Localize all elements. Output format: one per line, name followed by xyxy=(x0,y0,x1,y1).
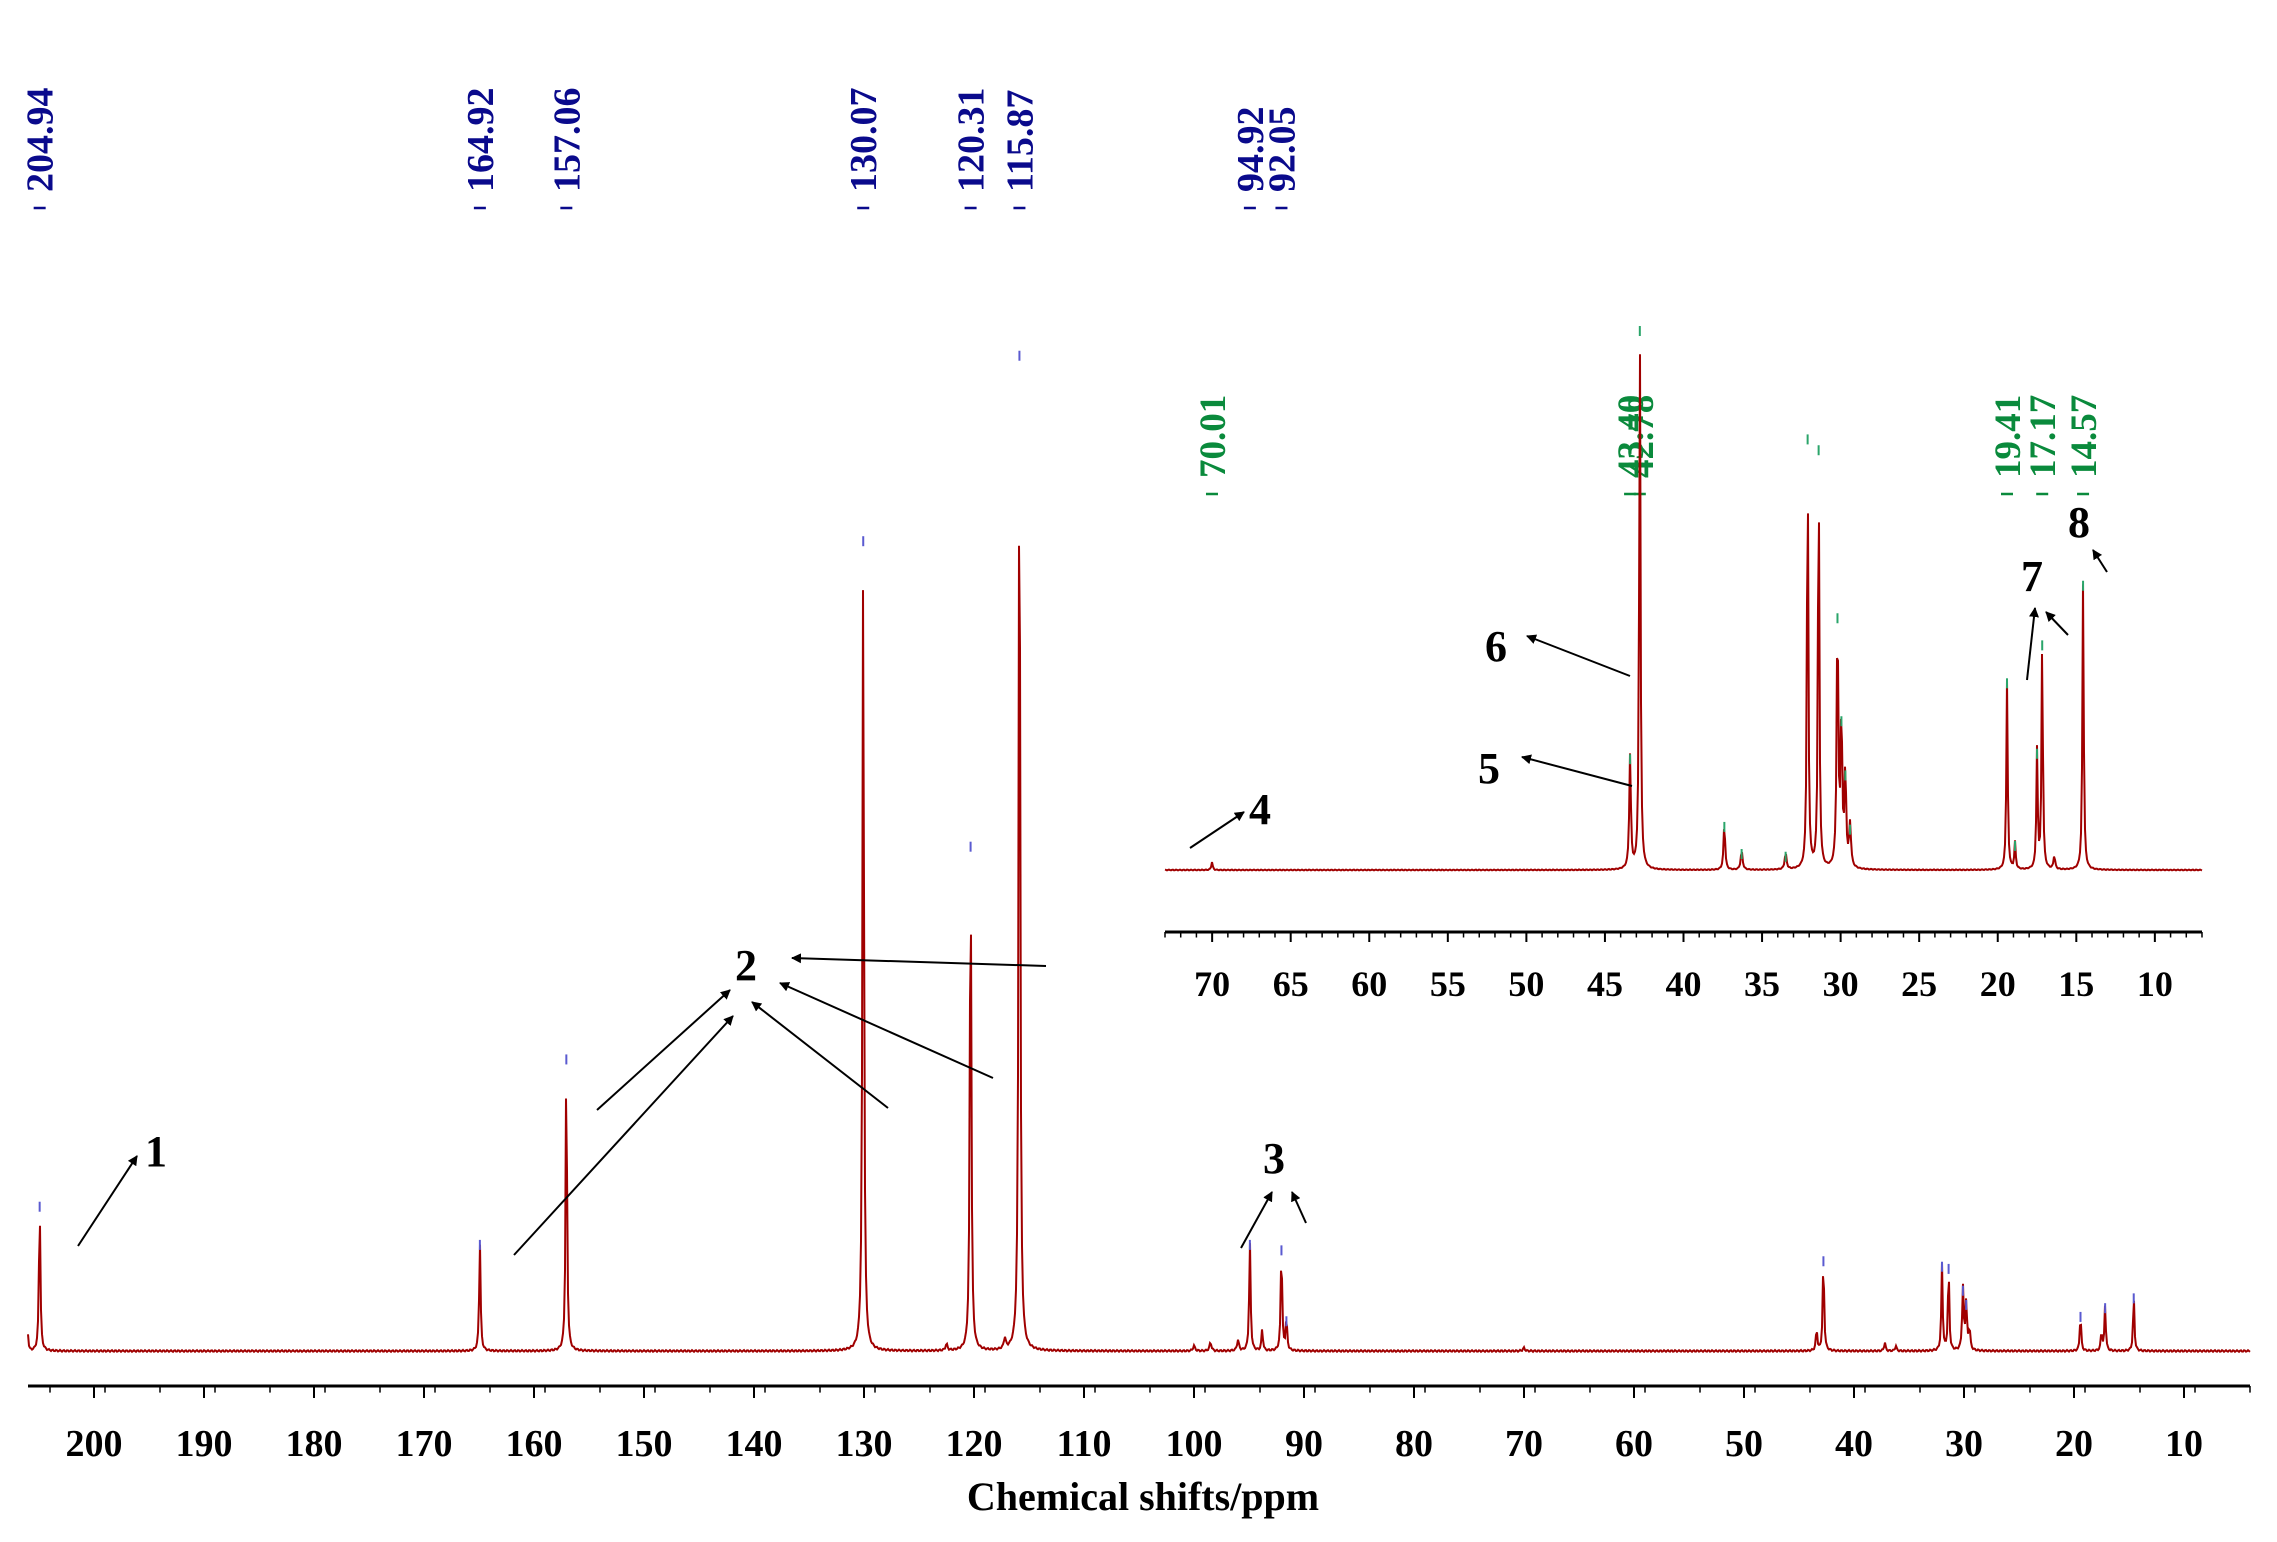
main-tick-label-110: 110 xyxy=(1057,1423,1112,1465)
inset-tick-label-30: 30 xyxy=(1823,964,1859,1004)
inset-peak-markers xyxy=(1629,326,2085,862)
main-annotations: 1 2 3 xyxy=(77,941,1307,1256)
main-tick-label-20: 20 xyxy=(2055,1423,2093,1465)
arrow-5 xyxy=(1521,754,1633,787)
arrow-6 xyxy=(1526,634,1631,677)
main-tick-label-40: 40 xyxy=(1835,1423,1873,1465)
arrow-2b xyxy=(513,1015,734,1256)
annotation-1: 1 xyxy=(145,1127,167,1176)
main-tick-label-190: 190 xyxy=(176,1423,233,1465)
inset-peak-label-5: 14.57 xyxy=(2064,395,2105,478)
main-tick-label-170: 170 xyxy=(396,1423,453,1465)
annotation-6: 6 xyxy=(1485,622,1507,671)
main-peak-labels: 204.94 164.92 157.06 130.07 120.31 115.87 94.9… xyxy=(20,87,1303,210)
arrow-7a xyxy=(2026,607,2039,681)
inset-tick-label-70: 70 xyxy=(1194,964,1230,1004)
annotation-8: 8 xyxy=(2068,498,2090,547)
inset-peak-label-4: 17.17 xyxy=(2023,395,2064,478)
annotation-3: 3 xyxy=(1263,1134,1285,1183)
main-tick-label-180: 180 xyxy=(286,1423,343,1465)
arrow-2c xyxy=(751,1001,889,1109)
arrow-1 xyxy=(77,1155,138,1247)
main-peak-label-1: 164.92 xyxy=(460,88,502,193)
arrow-2d xyxy=(779,982,994,1079)
inset-x-ticks: 70 65 60 55 50 45 40 35 30 25 20 15 10 xyxy=(1164,932,2203,1004)
inset-tick-label-65: 65 xyxy=(1273,964,1309,1004)
inset-tick-label-25: 25 xyxy=(1901,964,1937,1004)
annotation-2: 2 xyxy=(735,941,757,990)
inset-tick-label-40: 40 xyxy=(1666,964,1702,1004)
arrow-7b xyxy=(2045,611,2069,636)
main-peak-label-0: 204.94 xyxy=(20,88,62,193)
main-tick-label-60: 60 xyxy=(1615,1423,1653,1465)
main-x-axis-label: Chemical shifts/ppm xyxy=(967,1474,1319,1519)
inset-peak-label-0: 70.01 xyxy=(1193,395,1234,478)
annotation-7: 7 xyxy=(2021,552,2043,601)
inset-tick-label-35: 35 xyxy=(1744,964,1780,1004)
inset-annotations: 4 5 6 7 8 xyxy=(1189,498,2108,849)
main-peak-label-5: 115.87 xyxy=(999,90,1041,192)
arrow-2a xyxy=(596,989,731,1111)
inset-tick-label-50: 50 xyxy=(1508,964,1544,1004)
main-tick-label-150: 150 xyxy=(616,1423,673,1465)
main-tick-label-30: 30 xyxy=(1945,1423,1983,1465)
inset-tick-label-45: 45 xyxy=(1587,964,1623,1004)
main-peak-label-3: 130.07 xyxy=(843,88,885,193)
annotation-4: 4 xyxy=(1249,785,1271,834)
main-tick-label-140: 140 xyxy=(726,1423,783,1465)
main-tick-label-120: 120 xyxy=(946,1423,1003,1465)
main-peak-markers xyxy=(38,350,2135,1327)
inset-peak-label-2: 42.78 xyxy=(1621,395,1662,478)
main-tick-label-160: 160 xyxy=(506,1423,563,1465)
main-tick-label-90: 90 xyxy=(1285,1423,1323,1465)
arrow-8 xyxy=(2092,549,2108,573)
inset-spectrum-line xyxy=(1164,354,2203,872)
inset-tick-label-20: 20 xyxy=(1980,964,2016,1004)
arrow-4 xyxy=(1189,811,1245,849)
main-tick-label-130: 130 xyxy=(836,1423,893,1465)
main-tick-label-200: 200 xyxy=(66,1423,123,1465)
inset-tick-label-10: 10 xyxy=(2137,964,2173,1004)
inset-peak-label-3: 19.41 xyxy=(1988,395,2029,478)
inset-peak-label-1: 43.40 xyxy=(1611,395,1652,478)
main-x-ticks: 200 190 180 170 160 150 140 130 120 110 100 90 80 70 6… xyxy=(49,1386,2251,1465)
main-tick-label-10: 10 xyxy=(2165,1423,2203,1465)
inset-tick-label-55: 55 xyxy=(1430,964,1466,1004)
arrow-3b xyxy=(1291,1191,1307,1224)
inset-tick-label-60: 60 xyxy=(1351,964,1387,1004)
main-peak-label-6: 94.92 xyxy=(1230,107,1272,193)
annotation-5: 5 xyxy=(1478,744,1500,793)
main-peak-label-4: 120.31 xyxy=(951,87,993,192)
arrow-2e xyxy=(791,953,1047,967)
inset-tick-label-15: 15 xyxy=(2058,964,2094,1004)
main-tick-label-80: 80 xyxy=(1395,1423,1433,1465)
main-tick-label-70: 70 xyxy=(1505,1423,1543,1465)
main-peak-label-2: 157.06 xyxy=(546,88,588,193)
main-peak-label-7: 92.05 xyxy=(1261,107,1303,193)
main-spectrum-line xyxy=(27,545,2251,1354)
main-tick-label-100: 100 xyxy=(1166,1423,1223,1465)
main-tick-label-50: 50 xyxy=(1725,1423,1763,1465)
arrow-3a xyxy=(1240,1191,1273,1249)
